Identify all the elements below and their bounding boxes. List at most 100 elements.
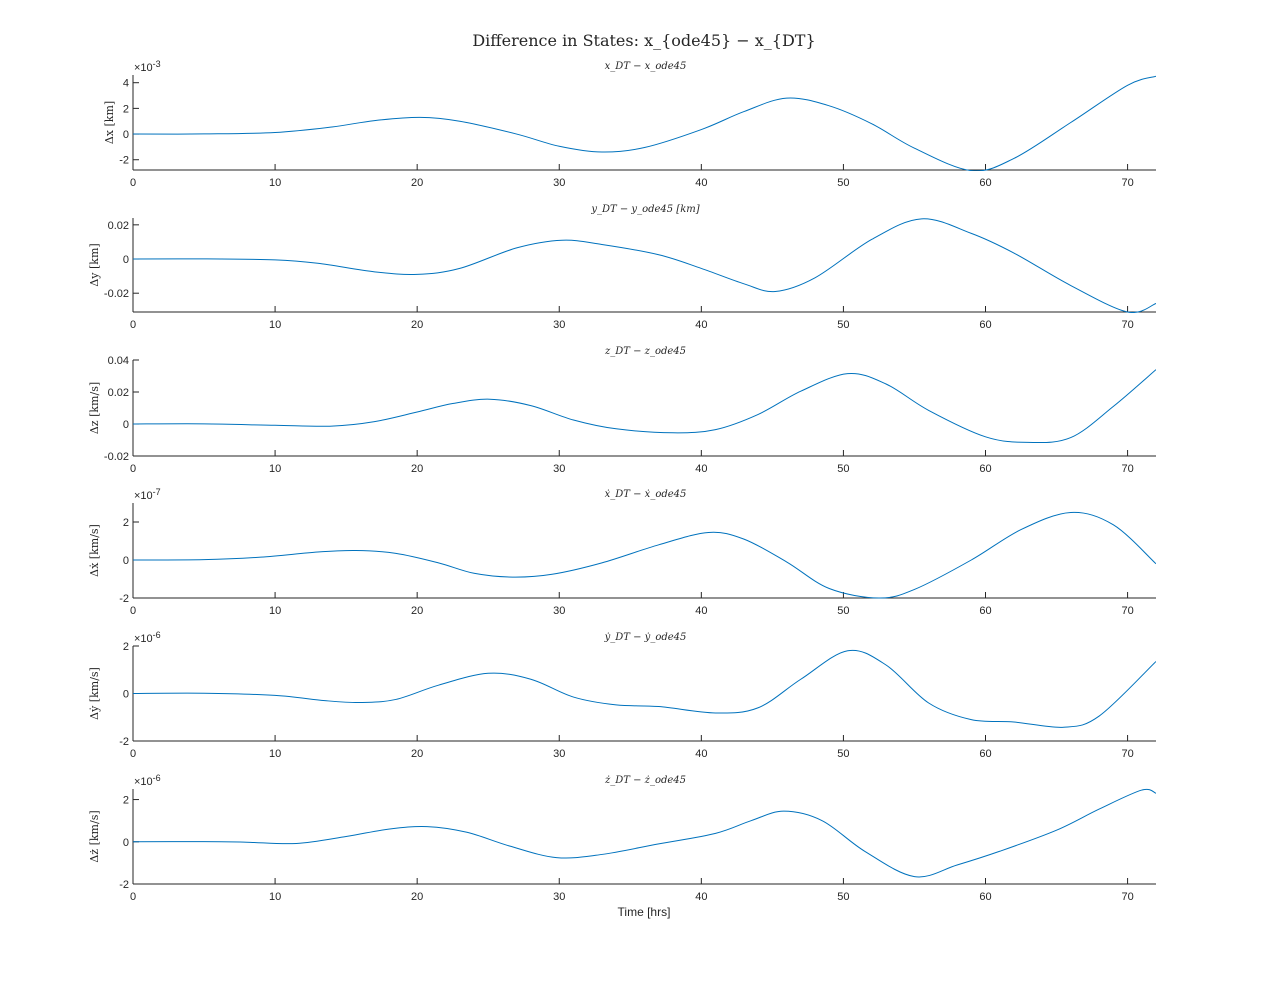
y-tick-label: 0.04 [108,355,129,367]
x-tick-label: 30 [553,463,565,475]
x-tick-label: 70 [1121,177,1133,189]
x-tick-label: 20 [411,605,423,617]
series-line [133,75,1156,171]
x-tick-label: 30 [553,319,565,331]
x-tick-label: 50 [837,891,849,903]
series-line [133,369,1156,444]
x-tick-label: 70 [1121,319,1133,331]
y-exponent-label: ×10-6 [134,773,161,788]
x-tick-label: 0 [130,463,136,475]
x-tick-label: 50 [837,605,849,617]
y-tick-label: 2 [123,795,129,807]
x-tick-label: 60 [979,891,991,903]
x-tick-label: 70 [1121,891,1133,903]
series-line [133,788,1156,878]
x-tick-label: 60 [979,177,991,189]
x-tick-label: 0 [130,748,136,760]
x-tick-label: 10 [269,605,281,617]
x-tick-label: 20 [411,177,423,189]
x-tick-label: 20 [411,463,423,475]
x-tick-label: 0 [130,605,136,617]
x-tick-label: 10 [269,177,281,189]
subplot-title: ẋ_DT − ẋ_ode45 [605,489,687,500]
y-tick-label: 0 [123,837,129,849]
x-tick-label: 10 [269,463,281,475]
y-tick-label: 0 [123,419,129,431]
x-tick-label: 50 [837,319,849,331]
x-tick-label: 0 [130,319,136,331]
y-tick-label: 0 [123,254,129,266]
x-tick-label: 60 [979,748,991,760]
subplot-title: x_DT − x_ode45 [605,61,687,72]
x-tick-label: 60 [979,605,991,617]
series-line [133,649,1156,728]
x-tick-label: 40 [695,463,707,475]
x-tick-label: 10 [269,748,281,760]
y-axis-label: Δy [km] [88,243,101,286]
y-tick-label: 2 [123,103,129,115]
y-tick-label: -2 [119,155,129,167]
subplot-title: ẏ_DT − ẏ_ode45 [604,632,687,643]
y-axis-label: Δż [km/s] [88,810,101,862]
x-tick-label: 40 [695,319,707,331]
x-tick-label: 60 [979,463,991,475]
y-axis-label: Δz [km/s] [88,382,101,434]
y-axis-label: Δx [km] [103,101,116,144]
x-tick-label: 50 [837,748,849,760]
y-tick-label: 0 [123,689,129,701]
y-tick-label: 2 [123,517,129,529]
x-tick-label: 40 [695,891,707,903]
x-tick-label: 70 [1121,748,1133,760]
x-tick-label: 60 [979,319,991,331]
x-tick-label: 70 [1121,463,1133,475]
y-tick-label: 2 [123,641,129,653]
y-exponent-label: ×10-7 [134,487,161,502]
series-line [133,511,1156,599]
x-tick-label: 30 [553,177,565,189]
subplot-title: y_DT − y_ode45 [km] [590,204,699,215]
x-tick-label: 30 [553,748,565,760]
series-line [133,218,1156,313]
x-tick-label: 0 [130,177,136,189]
x-tick-label: 50 [837,177,849,189]
x-tick-label: 40 [695,177,707,189]
y-tick-label: -0.02 [104,451,129,463]
y-tick-label: 4 [123,78,129,90]
x-tick-label: 10 [269,891,281,903]
y-tick-label: 0.02 [108,387,129,399]
x-axis-label: Time [hrs] [618,905,671,919]
x-tick-label: 40 [695,748,707,760]
x-tick-label: 20 [411,748,423,760]
x-tick-label: 10 [269,319,281,331]
y-tick-label: -2 [119,593,129,605]
x-tick-label: 30 [553,891,565,903]
x-tick-label: 0 [130,891,136,903]
y-tick-label: -2 [119,879,129,891]
subplot-title: z_DT − z_ode45 [604,346,686,357]
y-tick-label: 0.02 [108,220,129,232]
y-tick-label: -2 [119,736,129,748]
y-exponent-label: ×10-3 [134,59,161,74]
y-axis-label: Δẏ [km/s] [88,667,101,720]
x-tick-label: 70 [1121,605,1133,617]
x-tick-label: 40 [695,605,707,617]
subplot-2: y_DT − y_ode45 [km] Δy [km]-0.02 0 0.02 0 10 2… [88,204,1156,331]
figure-title: Difference in States: x_{ode45} − x_{DT} [472,31,815,50]
x-tick-label: 20 [411,319,423,331]
y-exponent-label: ×10-6 [134,630,161,645]
y-tick-label: -0.02 [104,288,129,300]
x-tick-label: 20 [411,891,423,903]
y-axis-label: Δẋ [km/s] [88,524,101,577]
x-tick-label: 50 [837,463,849,475]
y-tick-label: 0 [123,555,129,567]
x-tick-label: 30 [553,605,565,617]
y-tick-label: 0 [123,129,129,141]
subplot-title: ż_DT − ż_ode45 [604,775,686,786]
